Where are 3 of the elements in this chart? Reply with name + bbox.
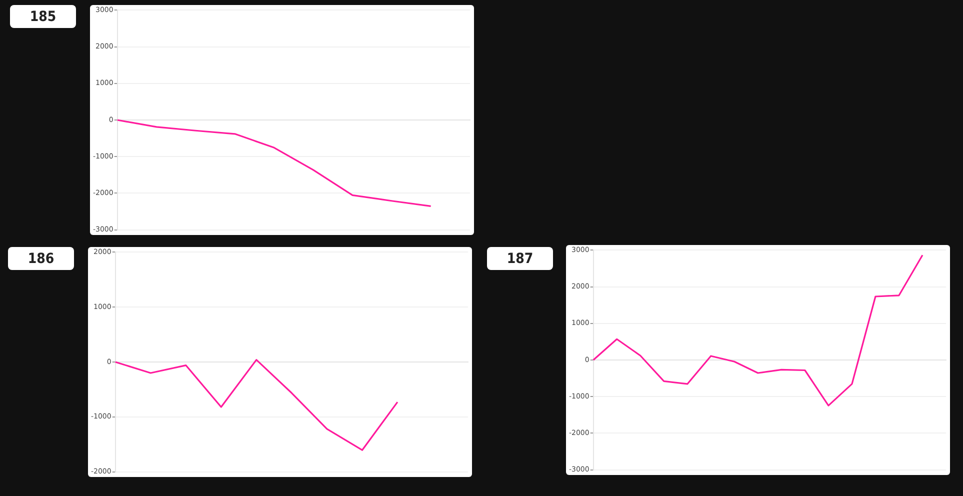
chart-title: 187 [487,247,553,270]
chart-title: 185 [10,5,76,28]
chart-title: 186 [8,247,74,270]
